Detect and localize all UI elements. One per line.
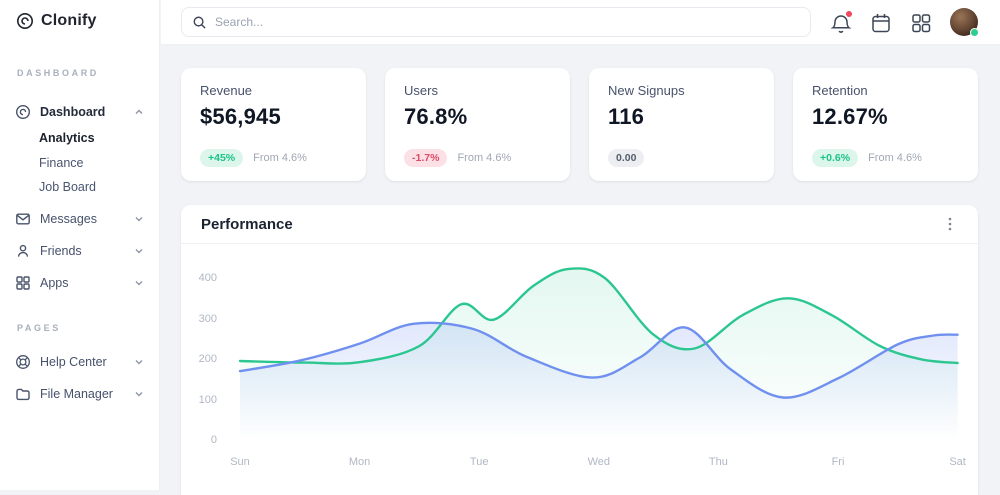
- x-tick-label: Sun: [230, 456, 250, 468]
- search-input[interactable]: [215, 15, 800, 29]
- dashboard-icon: [15, 104, 31, 120]
- card-label: Users: [404, 83, 438, 98]
- lifebuoy-icon: [15, 354, 31, 370]
- sidebar: Clonify DASHBOARD Dashboard Analytics Fi…: [0, 0, 160, 490]
- panel-header: Performance: [181, 205, 978, 244]
- chevron-down-icon: [133, 388, 145, 400]
- presence-dot: [970, 28, 979, 37]
- sidebar-item-dashboard[interactable]: Dashboard: [0, 101, 160, 123]
- stat-card-retention: Retention 12.67% +0.6% From 4.6%: [793, 68, 978, 181]
- calendar-button[interactable]: [869, 11, 893, 35]
- sidebar-item-label: Apps: [40, 276, 69, 290]
- panel-title: Performance: [201, 215, 293, 233]
- x-tick-label: Mon: [348, 456, 371, 468]
- search-box[interactable]: [181, 7, 811, 37]
- calendar-icon: [872, 14, 890, 33]
- trend-badge: -1.7%: [404, 149, 448, 167]
- card-label: Retention: [812, 83, 868, 98]
- sidebar-item-apps[interactable]: Apps: [0, 272, 160, 294]
- chevron-up-icon: [133, 106, 145, 118]
- sidebar-item-friends[interactable]: Friends: [0, 240, 160, 262]
- sidebar-subitem-job-board[interactable]: Job Board: [39, 180, 96, 194]
- folder-icon: [15, 386, 31, 402]
- stat-card-users: Users 76.8% -1.7% From 4.6%: [385, 68, 570, 181]
- x-tick-label: Sat: [949, 456, 966, 468]
- sidebar-item-label: Help Center: [40, 355, 107, 369]
- y-tick-label: 100: [198, 393, 217, 406]
- stat-card-revenue: Revenue $56,945 +45% From 4.6%: [181, 68, 366, 181]
- card-value: 76.8%: [404, 104, 468, 129]
- y-tick-label: 400: [198, 272, 217, 284]
- bell-icon: [830, 15, 852, 33]
- chevron-down-icon: [133, 213, 145, 225]
- stat-cards: Revenue $56,945 +45% From 4.6% Users 76.…: [181, 68, 978, 181]
- card-note: From 4.6%: [457, 152, 512, 164]
- line-blue: [238, 321, 959, 399]
- section-label-dashboard: DASHBOARD: [17, 68, 99, 78]
- notification-dot: [846, 11, 852, 17]
- x-tick-label: Fri: [831, 456, 845, 468]
- sidebar-item-label: Messages: [40, 212, 97, 226]
- performance-chart: 0 100 200 300 400 Sun Mon Tue Wed Thu Fri Sat: [181, 244, 978, 491]
- stat-card-new-signups: New Signups 116 0.00: [589, 68, 774, 181]
- section-label-pages: PAGES: [17, 323, 61, 333]
- card-note: From 4.6%: [253, 152, 307, 164]
- card-label: New Signups: [608, 83, 685, 98]
- x-tick-label: Thu: [708, 456, 728, 468]
- card-label: Revenue: [200, 83, 253, 98]
- envelope-icon: [15, 211, 31, 227]
- kebab-menu-button[interactable]: [942, 216, 958, 232]
- card-value: $56,945: [200, 104, 281, 129]
- grid-icon: [15, 275, 31, 291]
- search-icon: [192, 15, 207, 30]
- notifications-button[interactable]: [829, 11, 853, 35]
- y-tick-label: 0: [210, 434, 217, 446]
- x-tick-label: Tue: [469, 456, 489, 468]
- sidebar-item-label: Dashboard: [40, 105, 106, 119]
- card-value: 116: [608, 104, 645, 129]
- sidebar-item-label: Friends: [40, 244, 82, 258]
- clonify-logo-icon: [16, 12, 34, 30]
- apps-launcher-button[interactable]: [909, 11, 933, 35]
- sidebar-item-messages[interactable]: Messages: [0, 208, 160, 230]
- chevron-down-icon: [133, 356, 145, 368]
- trend-badge: +0.6%: [812, 149, 859, 167]
- card-note: From 4.6%: [868, 152, 922, 164]
- logo-text: Clonify: [41, 12, 97, 29]
- card-value: 12.67%: [812, 104, 888, 129]
- sidebar-item-help-center[interactable]: Help Center: [0, 351, 160, 373]
- area-blue: [240, 322, 958, 440]
- y-tick-label: 200: [198, 353, 217, 365]
- apps-grid-icon: [912, 14, 931, 33]
- trend-badge: 0.00: [608, 149, 645, 167]
- person-icon: [15, 243, 31, 259]
- y-tick-label: 300: [198, 312, 217, 325]
- logo[interactable]: Clonify: [16, 12, 97, 30]
- x-tick-label: Wed: [587, 456, 610, 468]
- sidebar-subitem-analytics[interactable]: Analytics: [39, 131, 95, 145]
- chart-canvas: [238, 267, 959, 440]
- performance-panel: Performance 0 100 200 300 400 Sun Mon Tue Wed Th…: [181, 205, 978, 495]
- chevron-down-icon: [133, 245, 145, 257]
- sidebar-item-label: File Manager: [40, 387, 113, 401]
- kebab-icon: [948, 217, 952, 231]
- line-green: [238, 267, 959, 365]
- avatar[interactable]: [950, 8, 979, 37]
- topbar: [161, 0, 1000, 45]
- sidebar-item-file-manager[interactable]: File Manager: [0, 383, 160, 405]
- trend-badge: +45%: [200, 149, 244, 167]
- sidebar-subitem-finance[interactable]: Finance: [39, 156, 84, 170]
- chevron-down-icon: [133, 277, 145, 289]
